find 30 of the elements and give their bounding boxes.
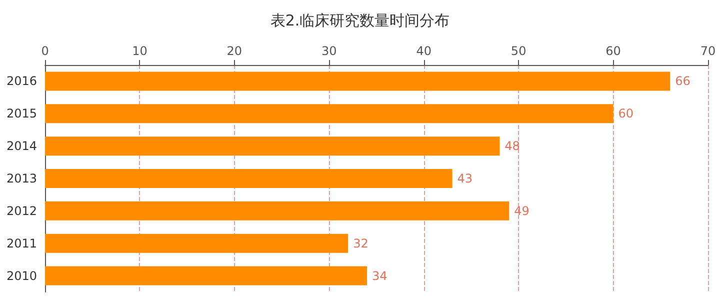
bar (45, 72, 670, 91)
data-label: 32 (353, 236, 368, 250)
x-tick-label: 30 (322, 44, 337, 58)
x-tick-label: 20 (226, 44, 242, 58)
x-tick-label: 40 (416, 44, 432, 58)
x-tick-label: 70 (700, 44, 716, 58)
bar (45, 104, 614, 124)
data-label: 66 (675, 74, 690, 88)
x-tick-label: 60 (606, 44, 621, 58)
y-tick-label: 2015 (6, 106, 37, 121)
x-tick-label: 10 (132, 44, 148, 58)
y-tick-label: 2010 (6, 268, 37, 283)
bar (45, 234, 348, 253)
y-tick-label: 2013 (6, 172, 37, 186)
data-label: 60 (618, 106, 634, 121)
y-tick-label: 2014 (6, 139, 37, 154)
chart-title: 表2.临床研究数量时间分布 (270, 12, 450, 30)
data-label: 49 (514, 204, 530, 218)
bar (45, 266, 368, 286)
bar (45, 169, 452, 188)
x-tick-label: 50 (510, 44, 526, 58)
y-tick-label: 2012 (6, 204, 37, 218)
data-label: 43 (457, 172, 473, 186)
bar (45, 136, 500, 156)
y-tick-label: 2011 (6, 236, 37, 250)
data-label: 34 (372, 268, 388, 283)
x-tick-label: 0 (41, 44, 49, 58)
data-label: 48 (504, 139, 520, 154)
y-tick-label: 2016 (6, 74, 37, 88)
bar (45, 201, 510, 220)
